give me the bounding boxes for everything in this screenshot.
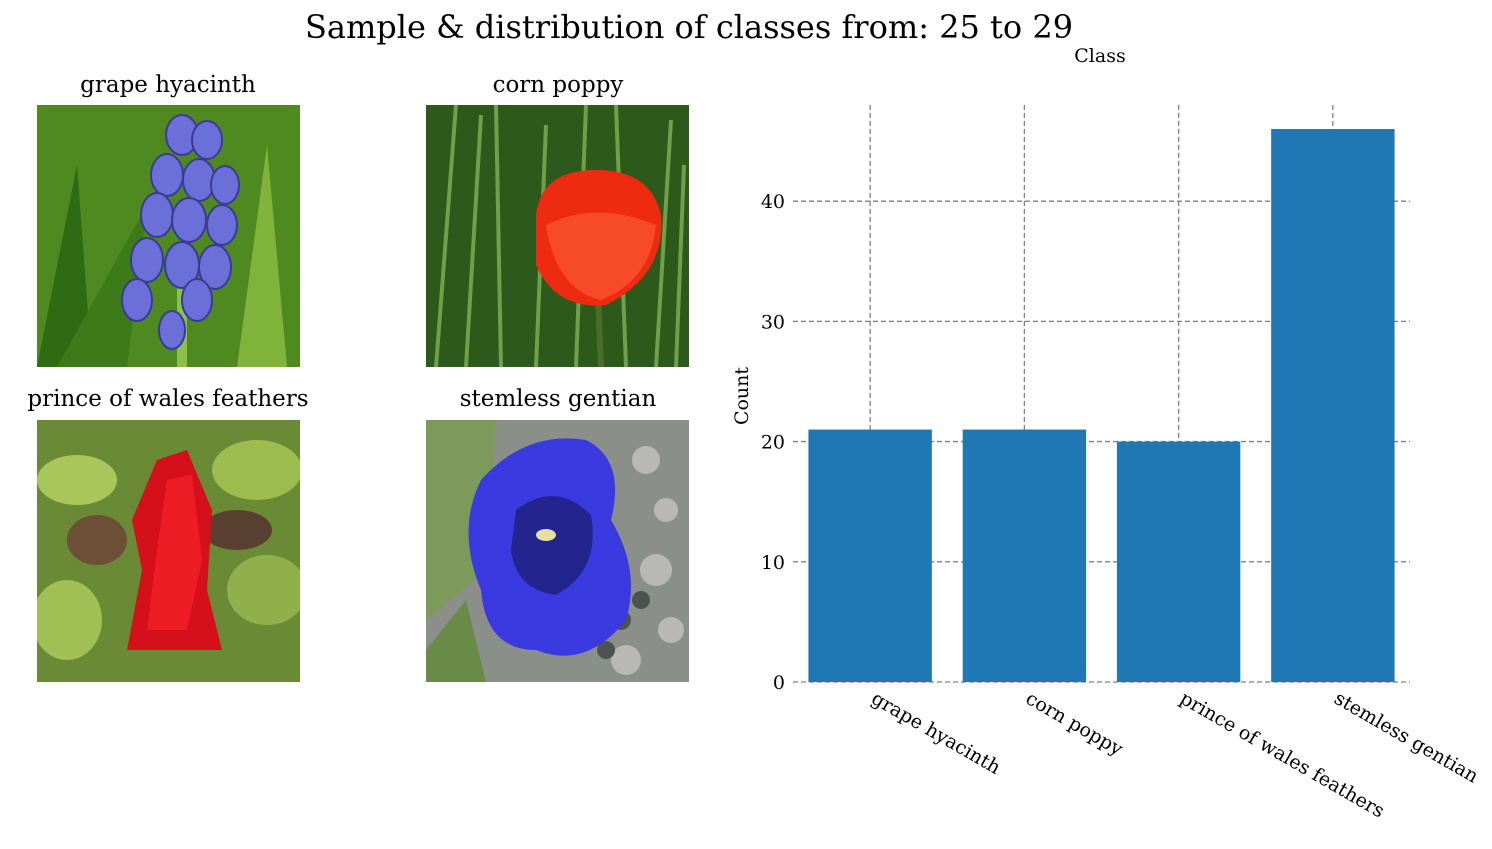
bar — [1271, 129, 1395, 682]
grape-hyacinth-photo — [37, 105, 300, 367]
sample-title-grape-hyacinth: grape hyacinth — [80, 72, 256, 98]
y-axis-label: Count — [731, 367, 753, 425]
y-tick-label: 0 — [773, 672, 785, 694]
y-tick-label: 40 — [761, 191, 785, 213]
x-tick-labels: grape hyacinth corn poppy prince of wales … — [868, 687, 1482, 822]
corn-poppy-photo — [426, 105, 689, 367]
bar — [1116, 441, 1241, 682]
sample-title-stemless-gentian: stemless gentian — [459, 386, 657, 412]
y-tick-label: 10 — [761, 552, 785, 574]
sample-title-corn-poppy: corn poppy — [492, 72, 624, 98]
x-tick-label: corn poppy — [1022, 687, 1127, 760]
bar — [962, 429, 1087, 682]
y-tick-label: 30 — [761, 311, 785, 333]
x-tick-label: stemless gentian — [1330, 687, 1482, 787]
stemless-gentian-photo — [426, 420, 689, 682]
figure-title: Sample & distribution of classes from: 2… — [304, 8, 1074, 46]
prince-of-wales-feathers-photo — [37, 420, 300, 682]
chart-title: Class — [1074, 45, 1125, 67]
bars — [808, 129, 1395, 682]
bar — [808, 429, 932, 682]
y-tick-labels: 0 10 20 30 40 — [761, 191, 785, 694]
sample-title-prince-of-wales-feathers: prince of wales feathers — [27, 386, 309, 412]
y-tick-label: 20 — [761, 432, 785, 454]
x-tick-label: grape hyacinth — [868, 687, 1005, 779]
